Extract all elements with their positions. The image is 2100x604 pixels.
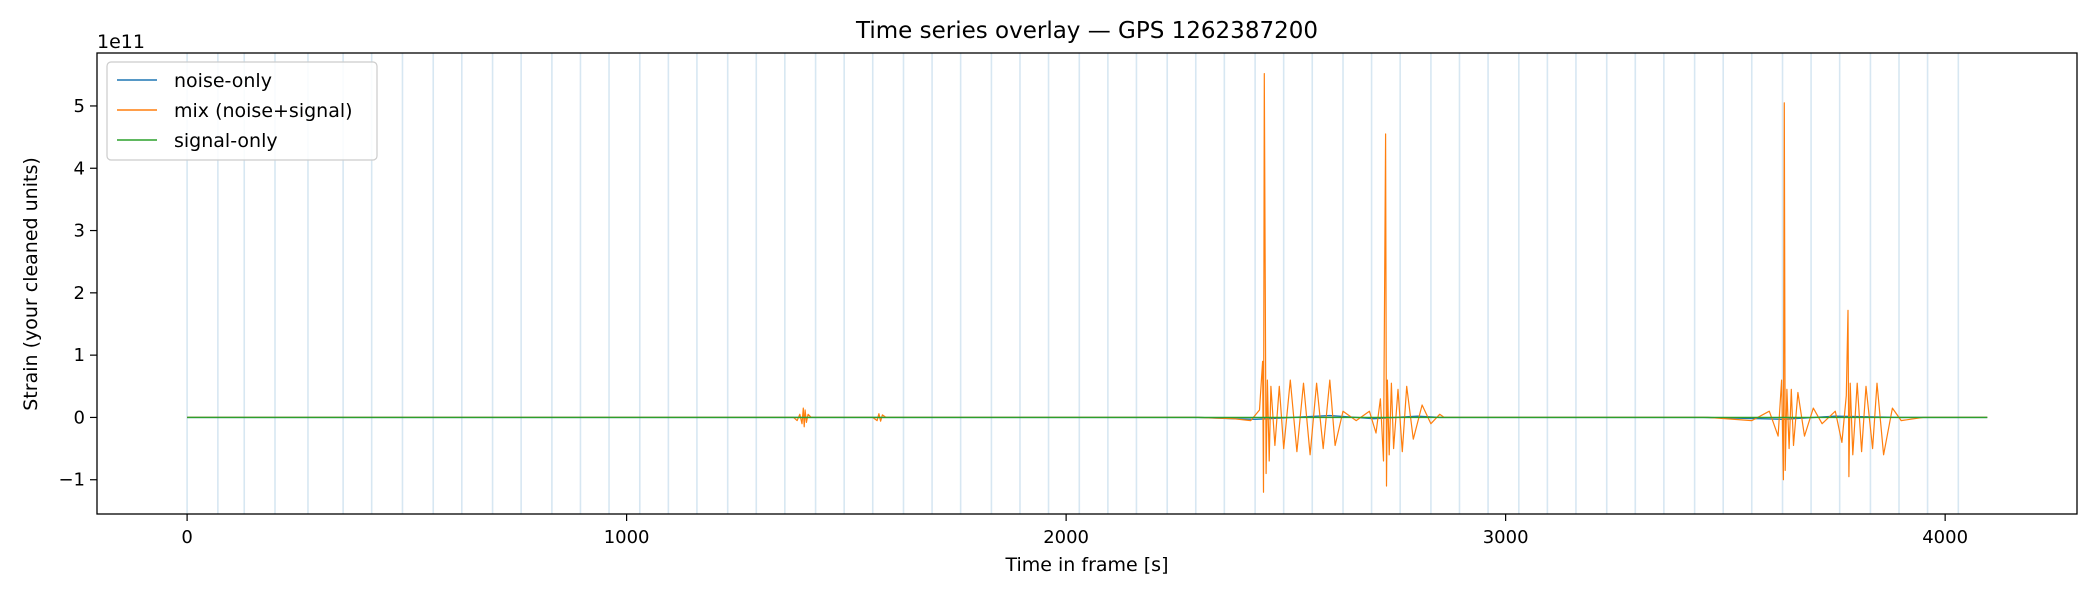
y-tick-label: 5 [74,96,85,117]
y-tick-label: 2 [74,283,85,304]
legend-label-signal-only: signal-only [174,130,278,152]
y-axis-label: Strain (your cleaned units) [20,157,42,411]
legend-label-noise-only: noise-only [174,70,272,92]
y-tick-label: 4 [74,158,85,179]
x-axis: 0 1000 2000 3000 4000 [181,514,1968,548]
y-tick-label: 3 [74,221,85,242]
x-axis-label: Time in frame [s] [1004,554,1168,576]
chart-title: Time series overlay — GPS 1262387200 [855,18,1318,44]
y-tick-label: 0 [74,407,85,428]
y-tick-label: 1 [74,345,85,366]
legend: noise-only mix (noise+signal) signal-onl… [106,61,378,161]
legend-box [106,61,378,161]
x-tick-label: 1000 [604,527,650,548]
y-tick-label: −1 [58,470,85,491]
x-tick-label: 2000 [1043,527,1089,548]
series-lines [187,72,1988,493]
x-tick-label: 0 [181,527,192,548]
plot-frame [96,52,2078,515]
series-line-mix-noise-signal [187,72,1988,493]
y-axis: −1 0 1 2 3 4 5 [58,96,97,491]
x-tick-label: 3000 [1483,527,1529,548]
x-tick-label: 4000 [1922,527,1968,548]
legend-label-mix: mix (noise+signal) [174,100,353,122]
y-axis-offset-label: 1e11 [97,31,145,53]
